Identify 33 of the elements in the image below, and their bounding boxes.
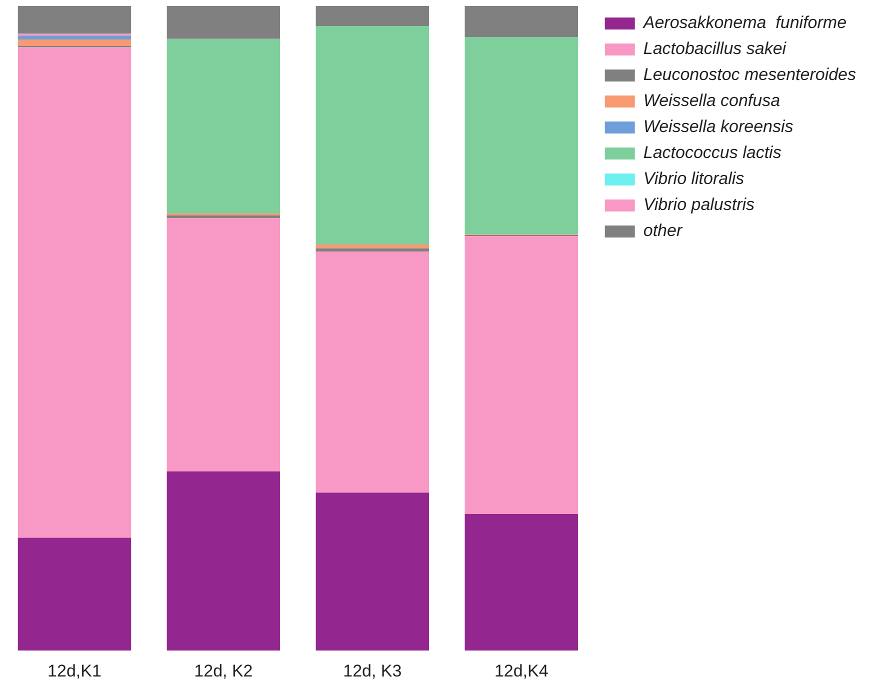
bar bbox=[464, 514, 578, 651]
x-tick-label: 12d,K1 bbox=[48, 661, 102, 680]
bar bbox=[18, 36, 132, 40]
bar bbox=[316, 492, 430, 651]
bar bbox=[166, 471, 280, 651]
bar bbox=[464, 236, 578, 514]
bar bbox=[316, 26, 430, 244]
legend-label: Weissella koreensis bbox=[643, 117, 794, 136]
bar bbox=[464, 6, 578, 37]
bar bbox=[166, 38, 280, 214]
bar bbox=[18, 538, 132, 651]
bar bbox=[18, 6, 132, 34]
bar bbox=[316, 6, 430, 26]
legend-label: Leuconostoc mesenteroides bbox=[643, 65, 856, 84]
bar bbox=[166, 215, 280, 218]
bar bbox=[316, 252, 430, 493]
legend-label: other bbox=[643, 221, 684, 240]
legend-label: Weissella confusa bbox=[643, 91, 780, 110]
bar bbox=[464, 36, 578, 234]
legend-label: Lactobacillus sakei bbox=[643, 39, 788, 58]
legend-label: Aerosakkonema funiforme bbox=[642, 13, 847, 32]
bar bbox=[316, 248, 430, 252]
bar bbox=[18, 47, 132, 538]
legend-label: Vibrio litoralis bbox=[643, 169, 745, 188]
bar bbox=[166, 218, 280, 472]
bar bbox=[316, 244, 430, 248]
bar bbox=[18, 40, 132, 46]
legend-label: Vibrio palustris bbox=[643, 195, 756, 214]
x-tick-label: 12d,K4 bbox=[494, 661, 548, 680]
legend-label: Lactococcus lactis bbox=[643, 143, 782, 162]
bar bbox=[166, 6, 280, 39]
x-tick-label: 12d, K3 bbox=[343, 661, 402, 680]
x-tick-label: 12d, K2 bbox=[194, 661, 253, 680]
